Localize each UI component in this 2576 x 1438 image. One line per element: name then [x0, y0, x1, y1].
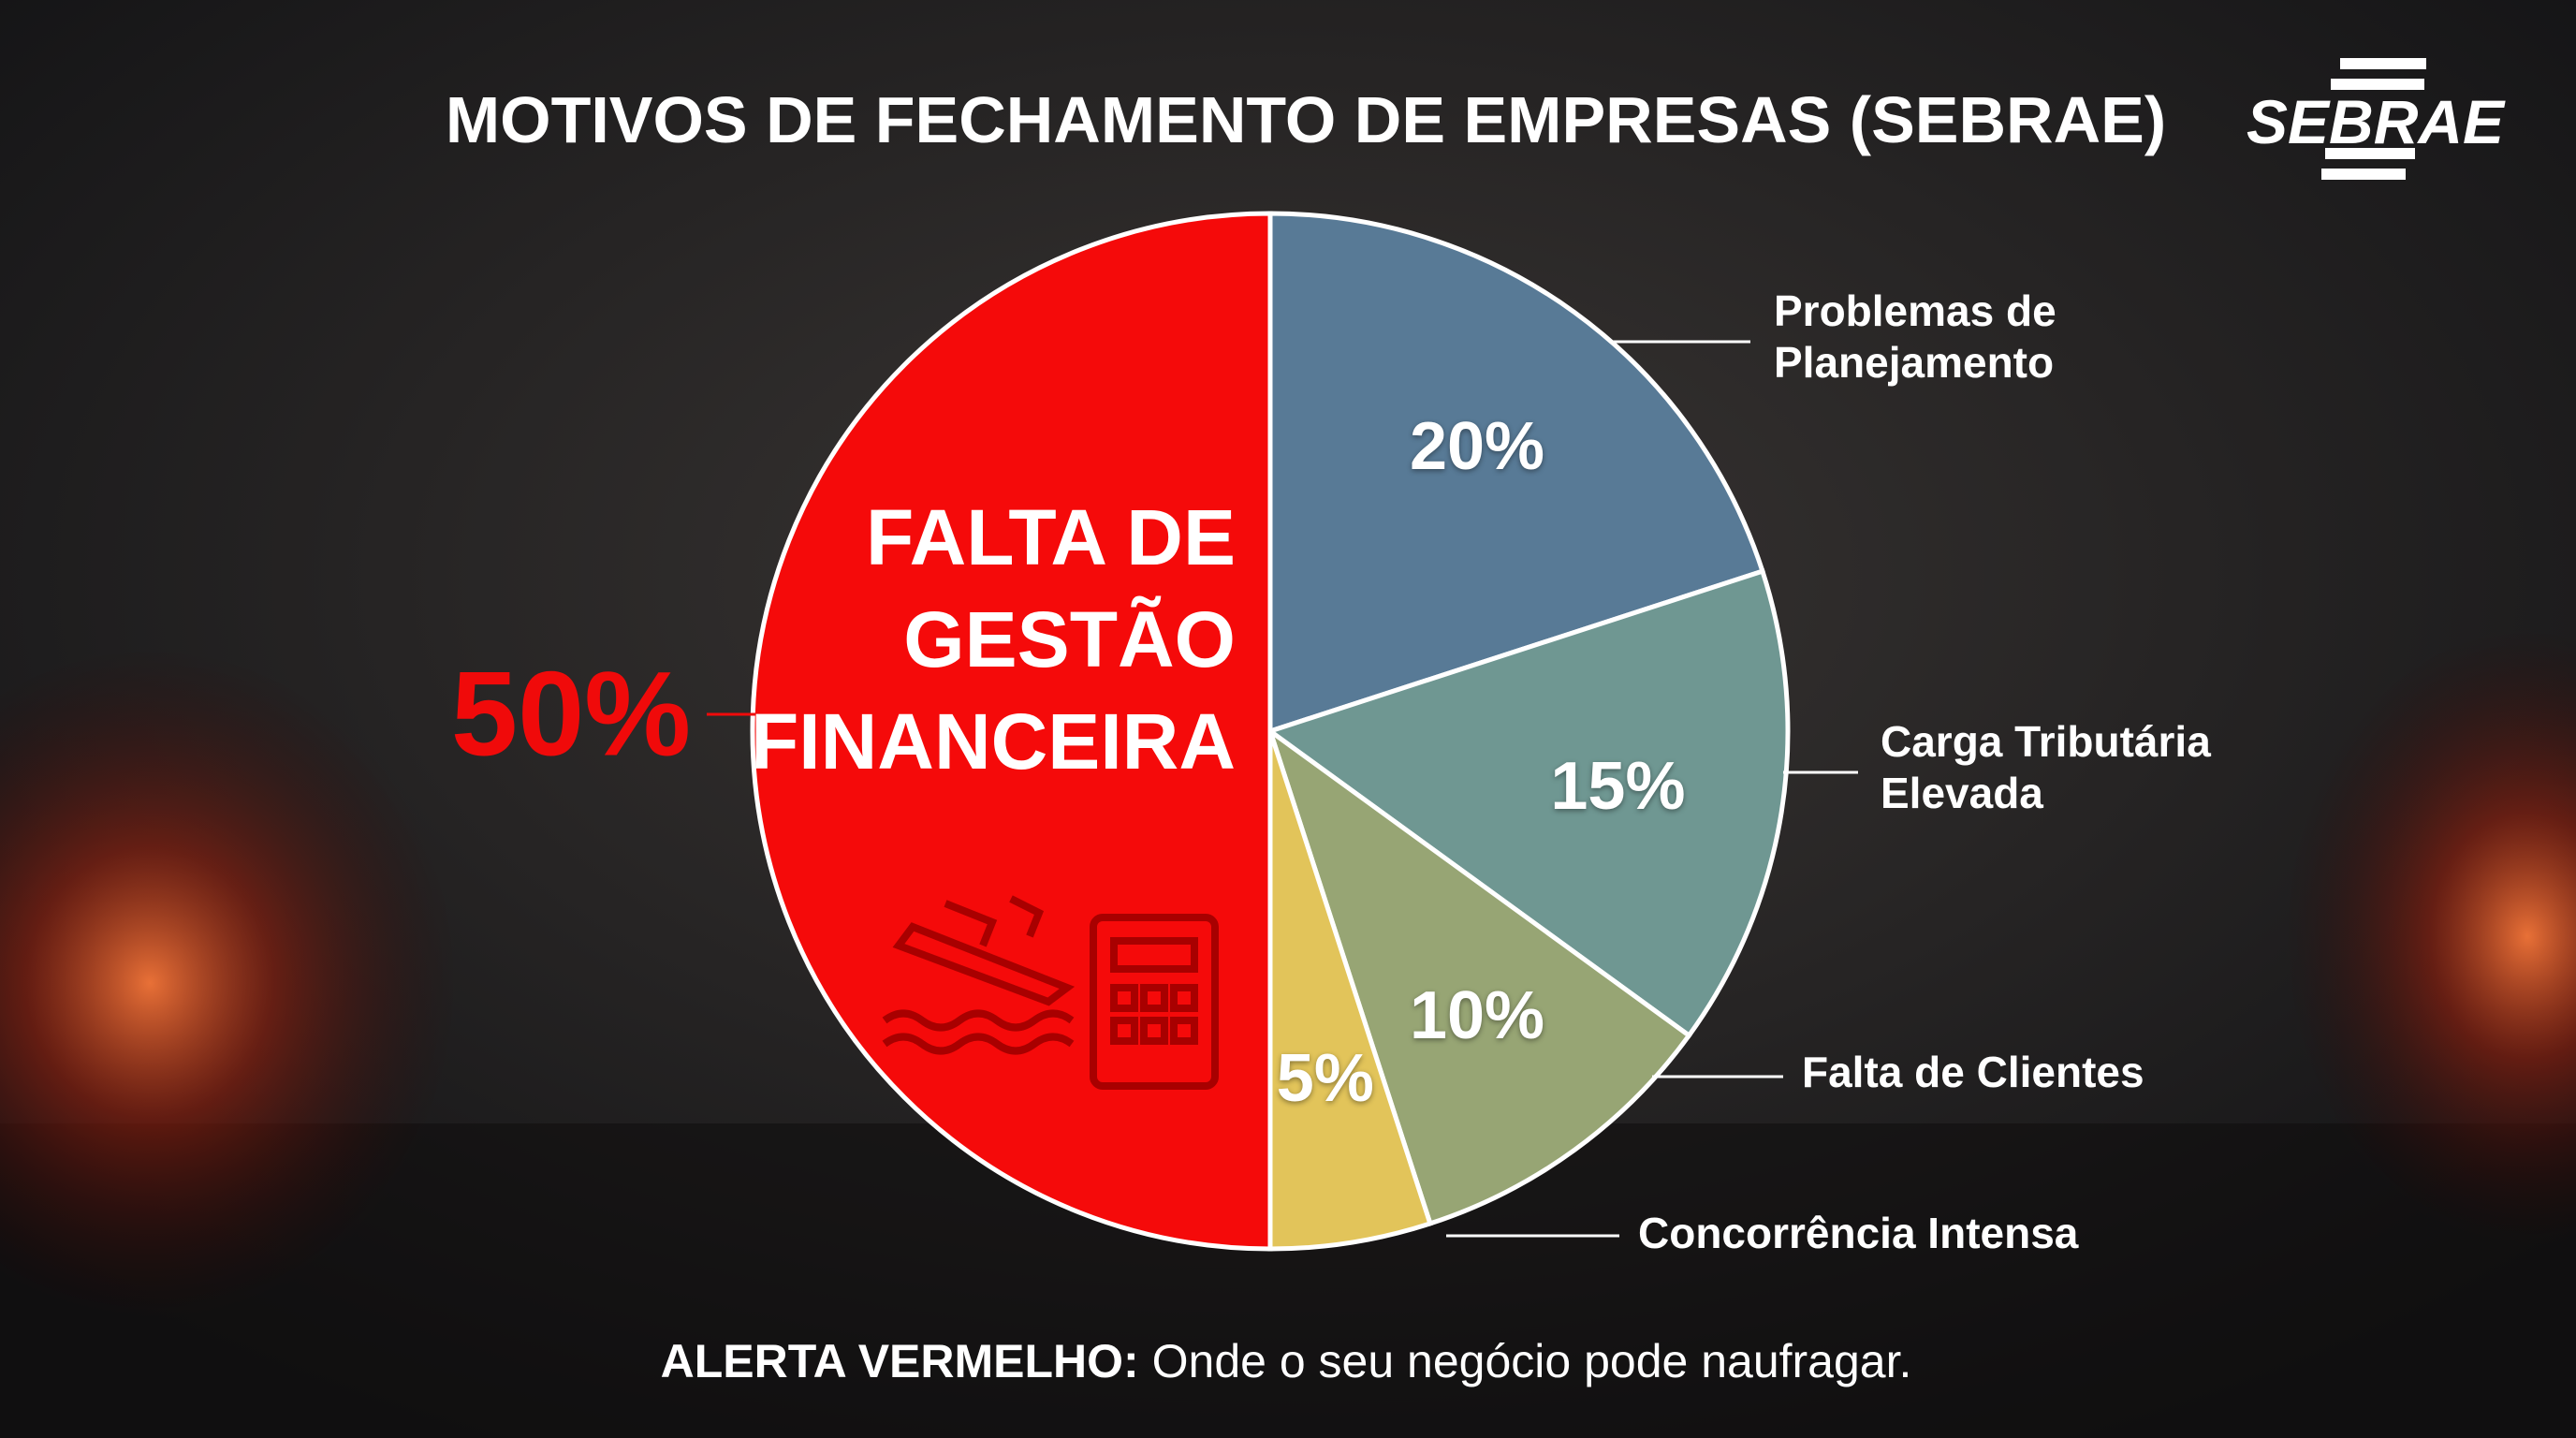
icon-ship: [882, 895, 1076, 1055]
chart-title: MOTIVOS DE FECHAMENTO DE EMPRESAS (SEBRA…: [445, 83, 2167, 156]
value-label: 5%: [1276, 1041, 1374, 1117]
value-label: 15%: [1550, 748, 1686, 824]
category-label: Problemas de Planejamento: [1774, 286, 2056, 388]
value-label: 50%: [450, 647, 692, 782]
pie-slice: [1266, 725, 1692, 1227]
value-label: 20%: [1409, 408, 1545, 484]
alarm-light: [2284, 627, 2576, 1245]
icon-calculator: [1090, 914, 1219, 1090]
footer-text: Onde o seu negócio pode naufragar.: [1151, 1335, 1912, 1387]
footer: ALERTA VERMELHO: Onde o seu negócio pode…: [0, 1334, 2572, 1388]
category-label: FALTA DE GESTÃO FINANCEIRA: [751, 493, 1236, 786]
category-label: Concorrência Intensa: [1638, 1209, 2079, 1257]
category-label: Falta de Clientes: [1802, 1048, 2144, 1096]
leader-lines: [707, 340, 1858, 1238]
pie-slice: [1267, 211, 1766, 735]
alarm-light: [0, 646, 459, 1320]
logo-stripes: [2321, 58, 2426, 180]
logo: SEBRAE: [2247, 87, 2505, 156]
value-label: 10%: [1409, 978, 1545, 1054]
category-label: Carga Tributária Elevada: [1881, 717, 2211, 818]
footer-highlight: ALERTA VERMELHO:: [660, 1335, 1139, 1387]
pie-slice: [1265, 567, 1791, 1039]
pie-slice: [1267, 730, 1434, 1252]
